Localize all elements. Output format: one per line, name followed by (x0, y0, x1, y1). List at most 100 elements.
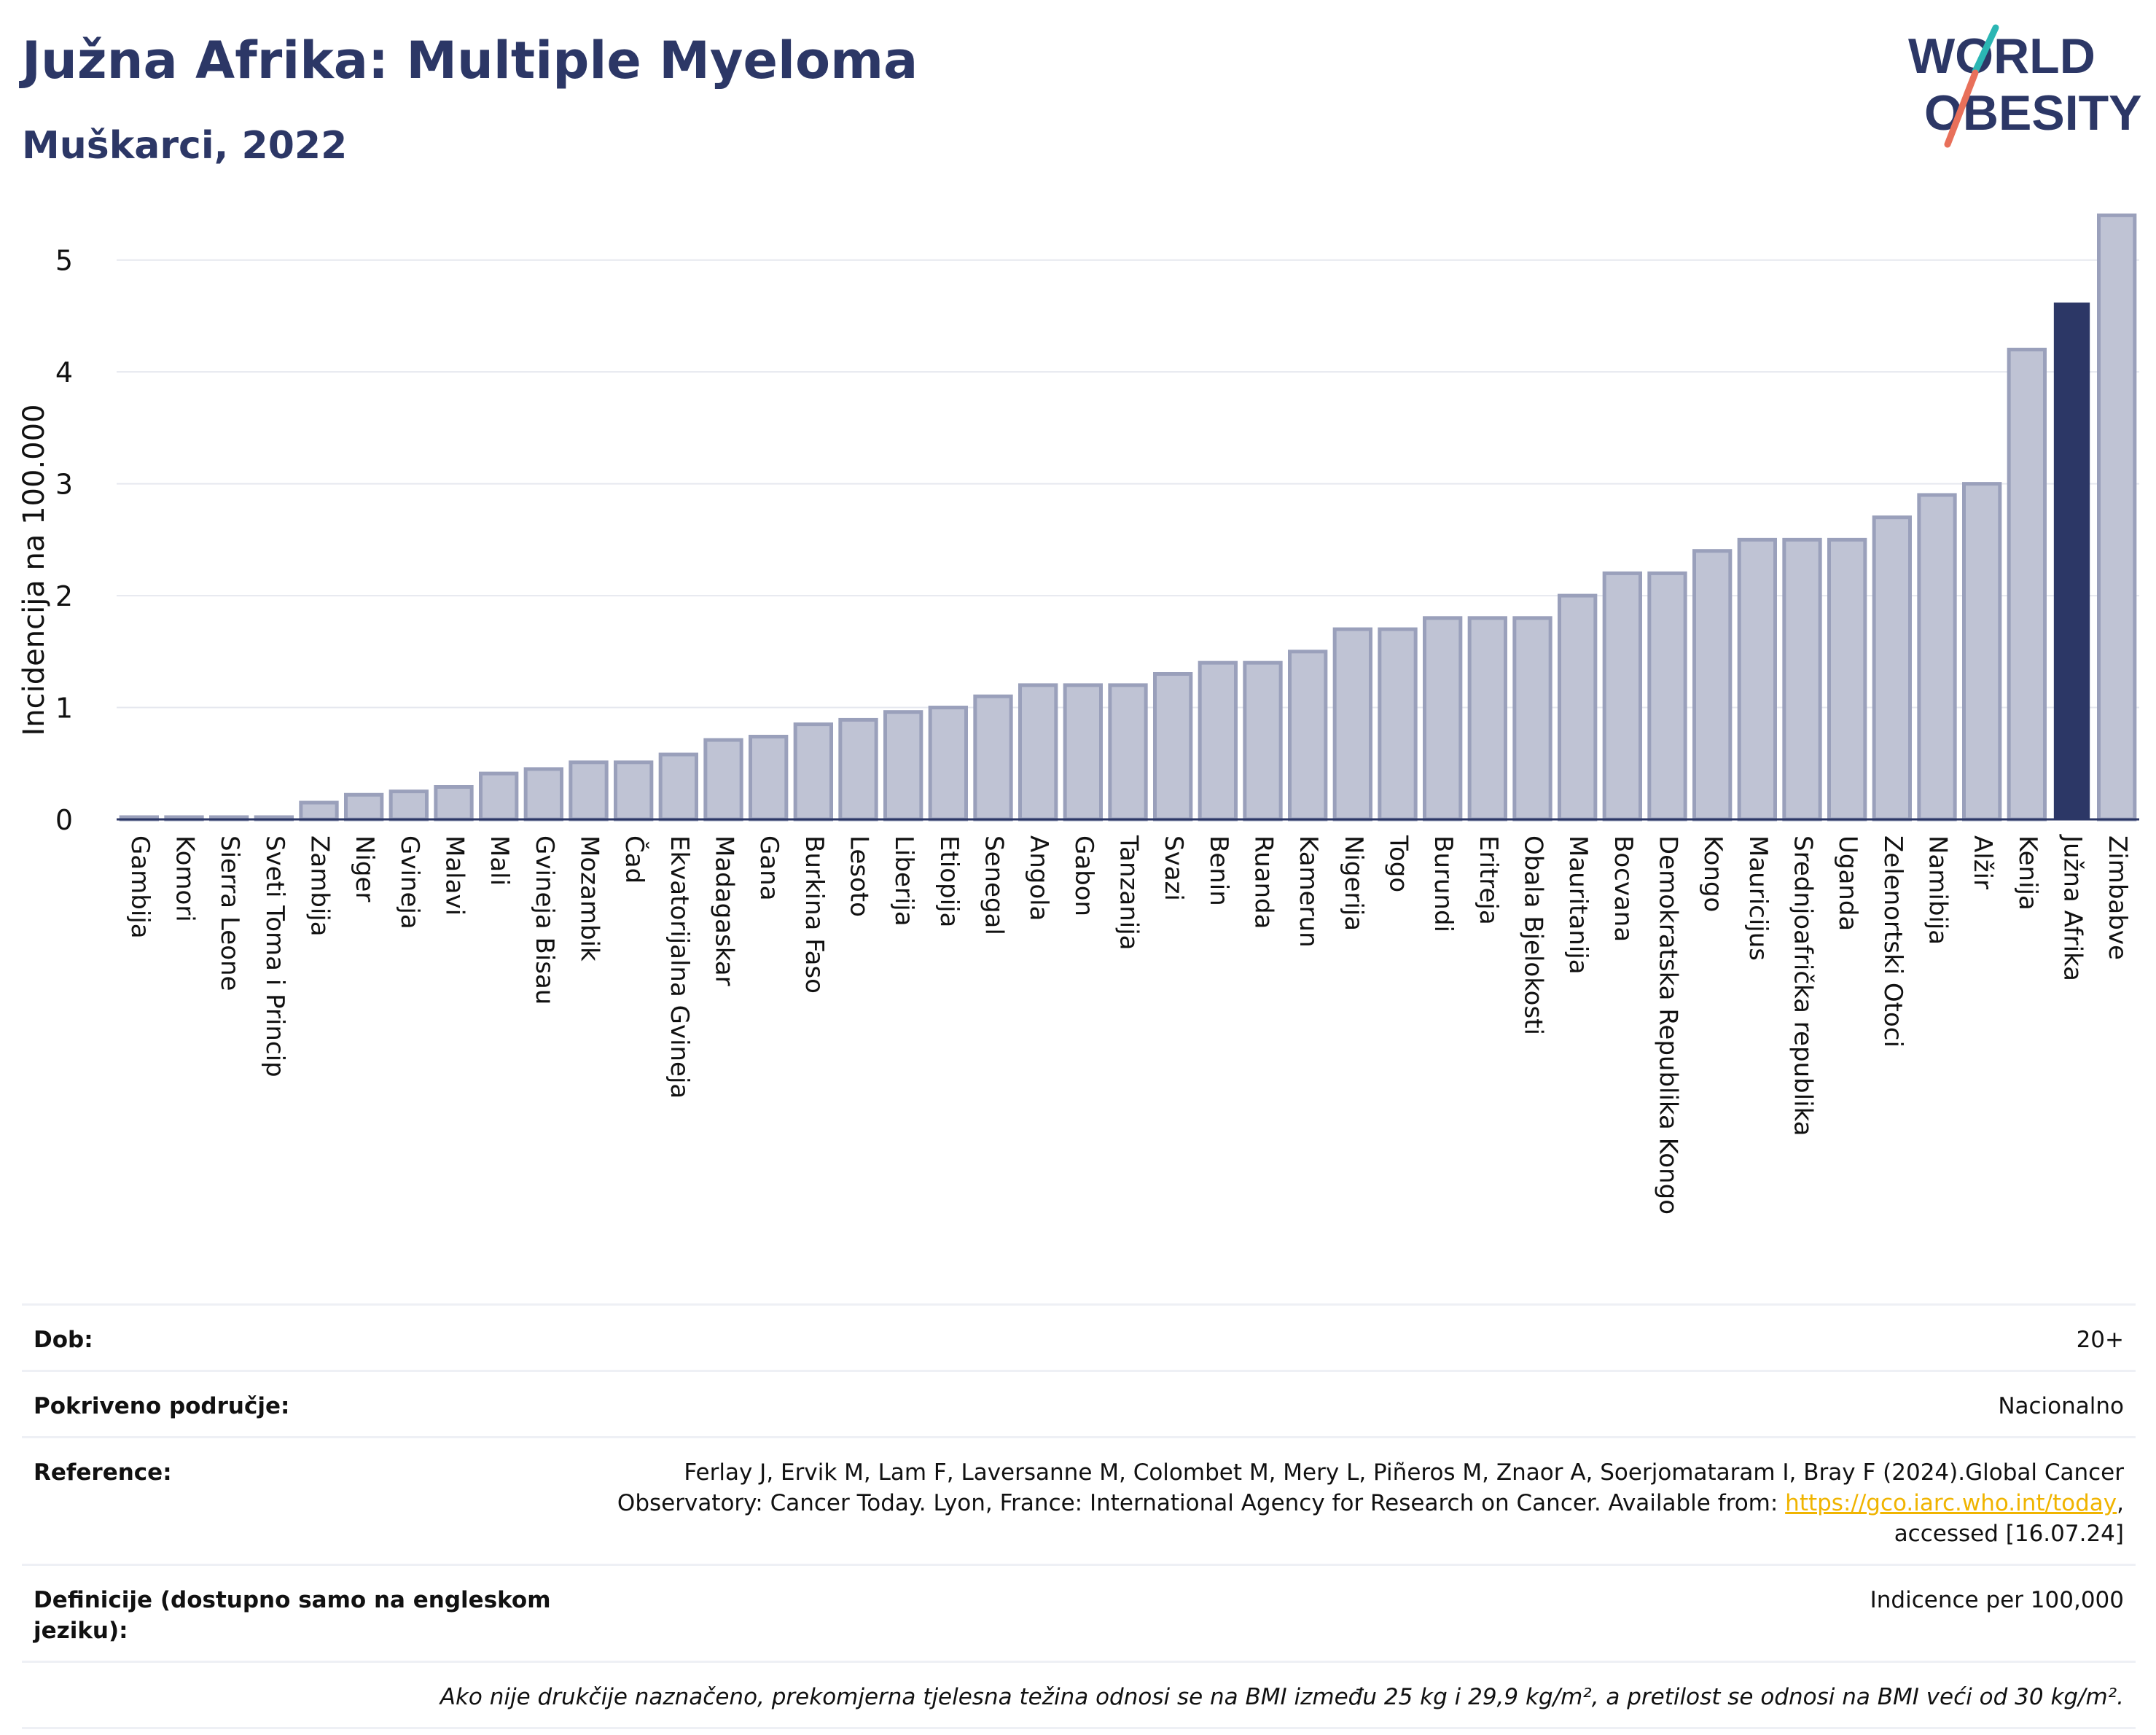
info-row-reference: Reference: Ferlay J, Ervik M, Lam F, Lav… (22, 1436, 2136, 1564)
y-tick-label: 0 (55, 804, 73, 836)
bar-25 (1198, 660, 1238, 822)
bar-15 (749, 734, 789, 822)
x-tick-label: Svazi (1159, 835, 1188, 901)
reference-value: Ferlay J, Ervik M, Lam F, Laversanne M, … (593, 1457, 2124, 1549)
x-tick-label: Gvineja (395, 835, 424, 929)
bar-22 (1063, 683, 1103, 822)
x-tick-label: Togo (1384, 835, 1413, 892)
x-tick-label: Mauritanija (1563, 835, 1593, 975)
x-tick-label: Gambija (125, 835, 155, 939)
x-tick-label: Kamerun (1294, 835, 1323, 948)
bar-29 (1378, 627, 1418, 822)
coverage-label: Pokriveno područje: (34, 1393, 290, 1419)
bar-40 (1872, 515, 1913, 822)
x-tick-label: Ekvatorijalna Gvineja (665, 835, 694, 1099)
bar-20 (973, 694, 1013, 822)
bar-chart: 0 1 2 3 4 5 Gambija Komori Sierra Leone Sveti Tom… (17, 213, 2139, 1214)
info-row-note: Ako nije drukčije naznačeno, prekomjerna… (22, 1661, 2136, 1729)
info-table: Dob: 20+ Pokriveno područje: Nacionalno … (22, 1303, 2136, 1729)
x-tick-label: Obala Bjelokosti (1519, 835, 1548, 1035)
logo-slash-top (1972, 24, 1999, 75)
age-label: Dob: (34, 1327, 93, 1353)
bar-9 (479, 771, 519, 822)
x-tick-label: Tanzanija (1114, 835, 1144, 950)
bar-42 (1962, 482, 2002, 822)
x-tick-label: Namibija (1923, 835, 1953, 945)
world-obesity-logo: WORLD OBESITY (1908, 24, 2142, 148)
bar-8 (434, 784, 474, 822)
bar-14 (703, 738, 743, 822)
definitions-value: Indicence per 100,000 (1870, 1587, 2124, 1613)
x-tick-label: Zimbabve (2103, 835, 2132, 960)
bar-33 (1558, 593, 1598, 822)
x-tick-label: Bocvana (1609, 835, 1638, 942)
bar-18 (883, 710, 923, 822)
bar-26 (1243, 660, 1283, 822)
x-tick-label: Uganda (1833, 835, 1862, 931)
bar-16 (793, 722, 833, 822)
bar-34 (1602, 571, 1643, 822)
x-tick-label: Sierra Leone (215, 835, 244, 991)
x-tick-label: Angola (1024, 835, 1053, 921)
x-tick-label: Mozambik (575, 835, 604, 962)
x-tick-label: Kongo (1698, 835, 1727, 912)
x-tick-label: Ruanda (1249, 835, 1278, 929)
y-tick-label: 1 (55, 693, 73, 725)
bar-35 (1647, 571, 1687, 822)
info-row-age: Dob: 20+ (22, 1303, 2136, 1370)
page-title: Južna Afrika: Multiple Myeloma (22, 31, 918, 90)
bar-12 (614, 760, 654, 822)
x-tick-label: Srednjoafrička republika (1789, 835, 1818, 1136)
bar-24 (1153, 672, 1193, 822)
bar-23 (1108, 683, 1148, 822)
x-tick-label: Burundi (1429, 835, 1458, 932)
bar-28 (1332, 627, 1372, 822)
x-tick-label: Mali (485, 835, 514, 886)
info-row-definitions: Definicije (dostupno samo na engleskom j… (22, 1564, 2136, 1661)
bar-17 (838, 717, 878, 822)
bar-39 (1827, 537, 1867, 822)
bar-32 (1512, 616, 1552, 822)
x-tick-label: Čad (620, 835, 649, 884)
x-tick-label: Lesoto (845, 835, 874, 917)
coverage-value: Nacionalno (1998, 1393, 2124, 1419)
bar-6 (344, 792, 384, 822)
age-value: 20+ (2076, 1327, 2124, 1353)
bmi-note: Ako nije drukčije naznačeno, prekomjerna… (440, 1684, 2124, 1710)
x-tick-label: Komori (171, 835, 200, 922)
logo-slash-bottom (1944, 69, 1979, 148)
x-tick-label: Burkina Faso (800, 835, 829, 994)
definitions-label: Definicije (dostupno samo na engleskom j… (34, 1587, 551, 1644)
x-tick-label: Sveti Toma i Princip (260, 835, 289, 1077)
x-tick-label: Gvineja Bisau (530, 835, 559, 1005)
x-tick-label: Gabon (1069, 835, 1098, 916)
x-tick-label: Etiopija (934, 835, 964, 927)
bar-11 (569, 760, 609, 822)
reference-link[interactable]: https://gco.iarc.who.int/today (1785, 1490, 2117, 1516)
x-tick-label: Malavi (440, 835, 469, 916)
x-tick-label: Eritreja (1474, 835, 1503, 925)
page-subtitle: Muškarci, 2022 (22, 124, 348, 168)
bar-19 (928, 706, 968, 822)
bar-43 (2007, 347, 2047, 822)
x-tick-label: Zambija (305, 835, 335, 937)
x-tick-label: Gana (754, 835, 784, 901)
x-tick-label: Zelenortski Otoci (1878, 835, 1907, 1048)
y-tick-label: 5 (55, 245, 73, 277)
bar-31 (1467, 616, 1507, 822)
y-tick-label: 2 (55, 580, 73, 612)
y-tick-label: 4 (55, 356, 73, 389)
bars (119, 213, 2137, 822)
x-tick-label: Nigerija (1339, 835, 1368, 931)
bar-13 (658, 752, 699, 822)
bar-41 (1917, 493, 1957, 822)
x-tick-label: Niger (350, 835, 379, 902)
bar-7 (388, 789, 429, 822)
bar-10 (523, 767, 564, 822)
bar-38 (1782, 537, 1822, 822)
bar-37 (1737, 537, 1778, 822)
reference-text-1: Ferlay J, Ervik M, Lam F, Laversanne M, … (617, 1459, 2124, 1516)
bar-5 (299, 800, 339, 822)
reference-label: Reference: (34, 1459, 172, 1486)
x-tick-label: Demokratska Republika Kongo (1654, 835, 1683, 1214)
